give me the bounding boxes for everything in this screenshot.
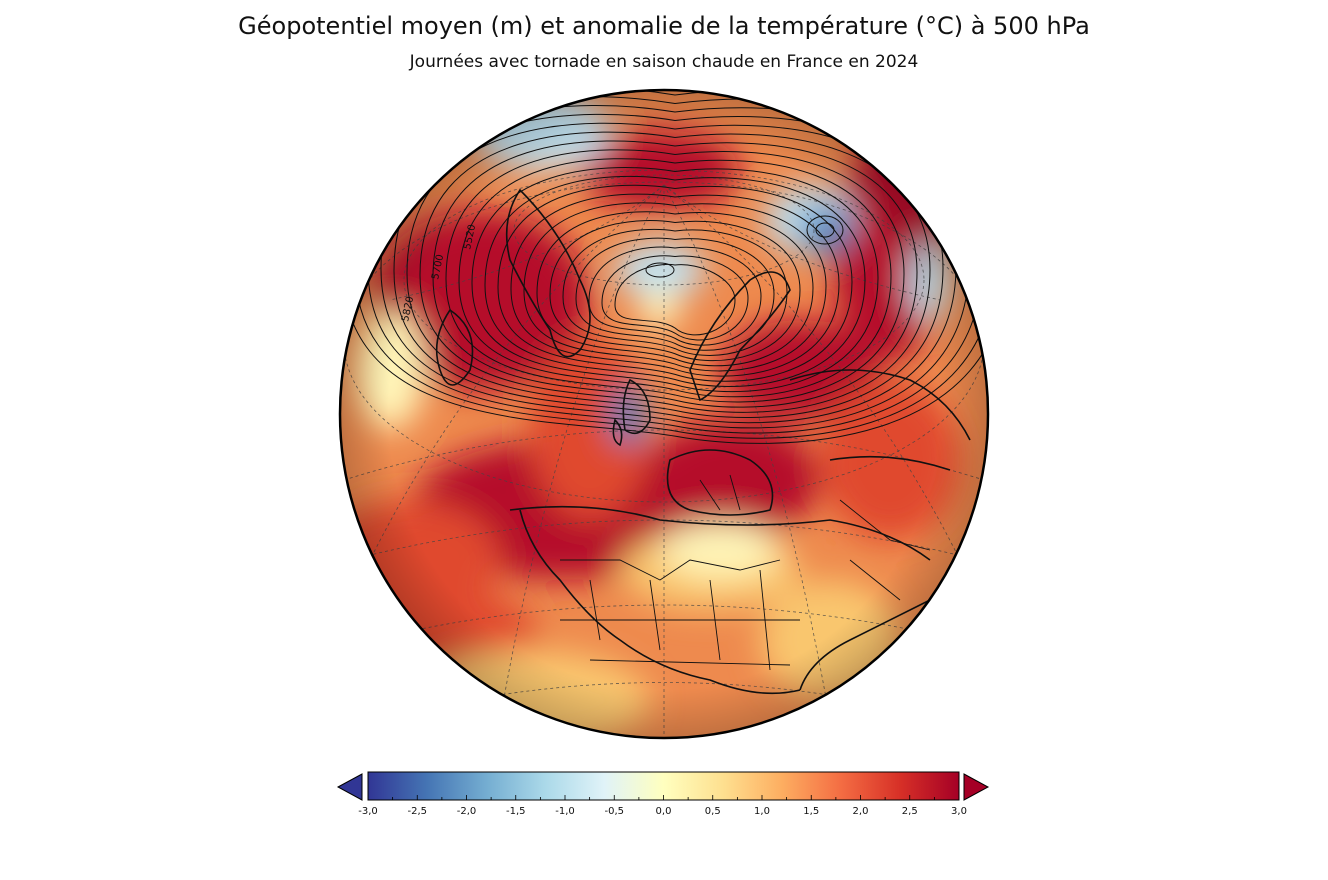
contour-label: 5520 [462,223,478,250]
colorbar-tick-label: -3,0 [358,806,378,817]
anomaly-field [340,90,988,738]
colorbar-over-arrow [963,773,990,801]
colorbar-tick-label: 3,0 [951,806,967,817]
colorbar-tick-label: 0,5 [705,806,721,817]
colorbar-tick-label: -1,0 [555,806,575,817]
contour-label: 5700 [430,253,446,280]
colorbar-tick-label: 1,0 [754,806,770,817]
colorbar-tick-label: -2,5 [407,806,427,817]
page-subtitle: Journées avec tornade en saison chaude e… [409,52,919,72]
colorbar: -3,0 -2,5 -2,0 -1,5 -1,0 -0,5 0,0 0,5 1,0 1,5 2,0 2… [336,771,990,817]
colorbar-tick-label: -0,5 [604,806,624,817]
colorbar-tick-label: -2,0 [457,806,477,817]
contour-labels: 5520 5700 5820 [400,223,478,322]
colorbar-tick-label: -1,5 [506,806,526,817]
contour-label: 5820 [400,295,416,322]
colorbar-tick-label: 2,0 [853,806,869,817]
globe-map: 5520 5700 5820 [338,88,990,740]
colorbar-ticks: -3,0 -2,5 -2,0 -1,5 -1,0 -0,5 0,0 0,5 1,0 1,5 2,0 2… [358,795,967,817]
page-title: Géopotentiel moyen (m) et anomalie de la… [238,12,1090,40]
colorbar-tick-label: 0,0 [656,806,672,817]
colorbar-tick-label: 2,5 [902,806,918,817]
colorbar-tick-label: 1,5 [803,806,819,817]
globe-outline [338,88,990,740]
colorbar-under-arrow [336,773,363,801]
